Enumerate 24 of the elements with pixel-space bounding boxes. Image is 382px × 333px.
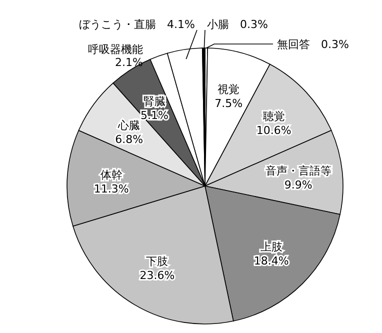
data-label: 4.1% (167, 18, 195, 31)
slice-label: 呼吸器機能 (88, 43, 143, 56)
slice-label: 上肢 (260, 240, 282, 254)
data-label: 0.3% (240, 18, 268, 31)
slice-label: 腎臓 (143, 94, 166, 108)
slice-label: 心臓 (117, 118, 140, 132)
slice-label: 体幹 (100, 168, 122, 182)
data-label: 9.9% (284, 178, 312, 192)
data-label: 2.1% (115, 56, 143, 69)
data-label: 11.3% (94, 182, 129, 196)
data-label: 6.8% (115, 132, 144, 146)
data-label: 7.5% (214, 97, 243, 110)
slice-label: 音声・言語等 (265, 164, 332, 178)
data-label: 18.4% (254, 254, 289, 268)
slice-label: 聴覚 (262, 110, 285, 124)
slice-label: 無回答 (277, 38, 310, 51)
data-label: 23.6% (140, 268, 175, 282)
data-label: 5.1% (140, 108, 168, 122)
slice-label: 視覚 (218, 83, 240, 96)
data-label: 0.3% (321, 38, 349, 51)
slice-label: 小腸 (207, 18, 229, 31)
slice-label: 下肢 (146, 254, 168, 268)
data-label: 10.6% (256, 124, 292, 138)
slice-label: ぼうこう・直腸 (79, 18, 156, 31)
